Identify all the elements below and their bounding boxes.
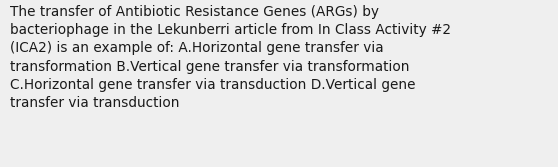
Text: The transfer of Antibiotic Resistance Genes (ARGs) by
bacteriophage in the Lekun: The transfer of Antibiotic Resistance Ge… — [10, 5, 451, 110]
